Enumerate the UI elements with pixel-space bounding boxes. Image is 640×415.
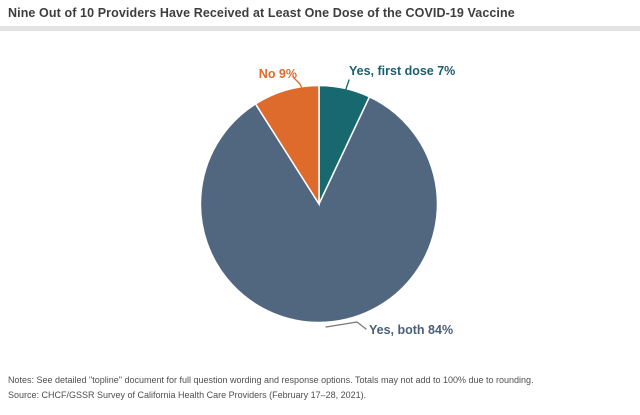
leader-line-first-dose: [345, 79, 350, 90]
leader-line-both: [325, 321, 367, 330]
pie-label-first-dose: Yes, first dose 7%: [349, 64, 456, 78]
title-divider: [0, 26, 640, 31]
pie-slices-group: [199, 84, 439, 324]
chart-title: Nine Out of 10 Providers Have Received a…: [8, 6, 515, 20]
pie-label-no: No 9%: [258, 67, 297, 81]
leader-line-no: [292, 76, 304, 92]
pie-slice-yes-both: [199, 95, 439, 324]
source-text: Source: CHCF/GSSR Survey of California H…: [8, 390, 367, 400]
pie-label-both: Yes, both 84%: [369, 323, 454, 337]
pie-slice-no: [254, 84, 320, 207]
notes-text: Notes: See detailed "topline" document f…: [8, 375, 534, 385]
